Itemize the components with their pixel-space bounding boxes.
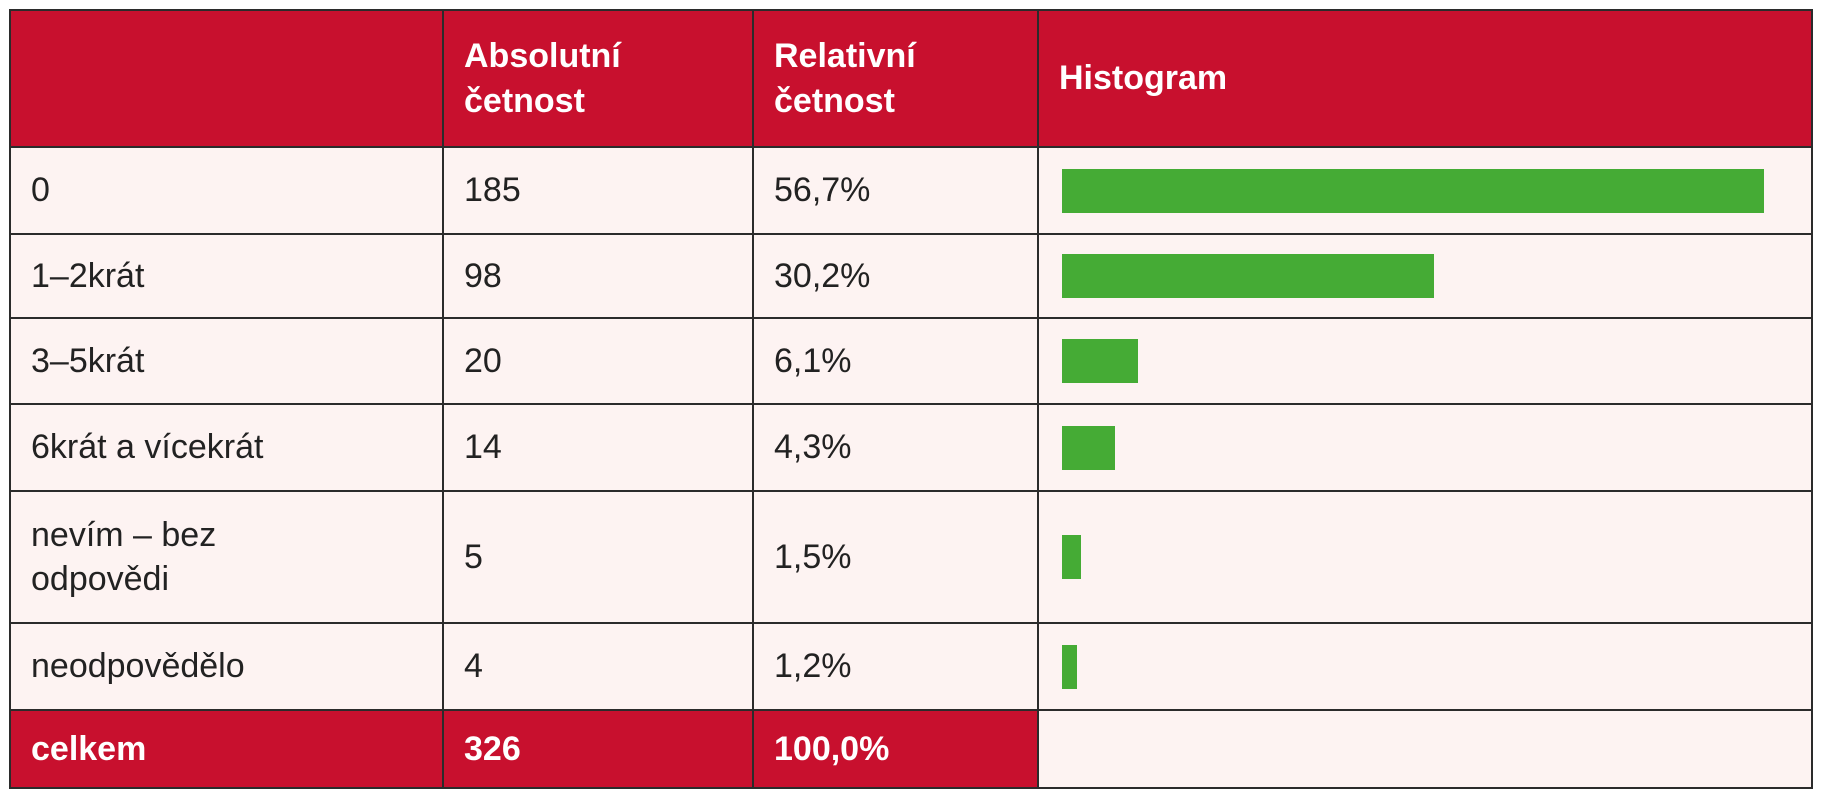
histogram-cell: [1037, 233, 1813, 319]
row: nevím – bez odpovědi 5 1,5%: [9, 490, 1813, 624]
absolute-cell: 5: [442, 490, 754, 624]
total-label: celkem: [9, 709, 444, 789]
row: 3–5krát 20 6,1%: [9, 317, 1813, 405]
header-cell: Histogram: [1037, 9, 1813, 148]
header-cell: Relativní četnost: [752, 9, 1039, 148]
histogram-bar: [1062, 339, 1138, 383]
absolute-cell: 20: [442, 317, 754, 405]
absolute-cell: 185: [442, 146, 754, 235]
relative-cell: 6,1%: [752, 317, 1039, 405]
label-cell: 0: [9, 146, 444, 235]
header-row: Absolutní četnost Relativní četnost Hist…: [9, 9, 1813, 148]
histogram-bar: [1062, 168, 1764, 213]
relative-cell: 56,7%: [752, 146, 1039, 235]
histogram-bar: [1062, 644, 1078, 689]
relative-cell: 1,2%: [752, 622, 1039, 711]
row: 0 185 56,7%: [9, 146, 1813, 235]
header-cell: Absolutní četnost: [442, 9, 754, 148]
histogram-cell: [1037, 317, 1813, 405]
row: neodpovědělo 4 1,2%: [9, 622, 1813, 711]
histogram-cell: [1037, 490, 1813, 624]
total-row: celkem 326 100,0%: [9, 709, 1813, 789]
relative-cell: 4,3%: [752, 403, 1039, 492]
label-cell: 6krát a vícekrát: [9, 403, 444, 492]
header-cell: [9, 9, 444, 148]
histogram-cell: [1037, 622, 1813, 711]
label-cell: 3–5krát: [9, 317, 444, 405]
total-histogram: [1037, 709, 1813, 789]
row: 1–2krát 98 30,2%: [9, 233, 1813, 319]
label-cell: nevím – bez odpovědi: [9, 490, 444, 624]
label-cell: neodpovědělo: [9, 622, 444, 711]
histogram-cell: [1037, 146, 1813, 235]
histogram-bar: [1062, 254, 1434, 298]
histogram-bar: [1062, 535, 1081, 579]
absolute-cell: 14: [442, 403, 754, 492]
label-cell: 1–2krát: [9, 233, 444, 319]
table-body: 0 185 56,7% 1–2krát 98 30,2% 3–5krát 20 6,1% 6krá…: [9, 146, 1813, 789]
histogram-bar: [1062, 425, 1116, 470]
frequency-table: Absolutní četnost Relativní četnost Hist…: [9, 9, 1813, 789]
absolute-cell: 4: [442, 622, 754, 711]
total-absolute: 326: [442, 709, 754, 789]
relative-cell: 30,2%: [752, 233, 1039, 319]
row: 6krát a vícekrát 14 4,3%: [9, 403, 1813, 492]
histogram-cell: [1037, 403, 1813, 492]
total-relative: 100,0%: [752, 709, 1039, 789]
absolute-cell: 98: [442, 233, 754, 319]
relative-cell: 1,5%: [752, 490, 1039, 624]
